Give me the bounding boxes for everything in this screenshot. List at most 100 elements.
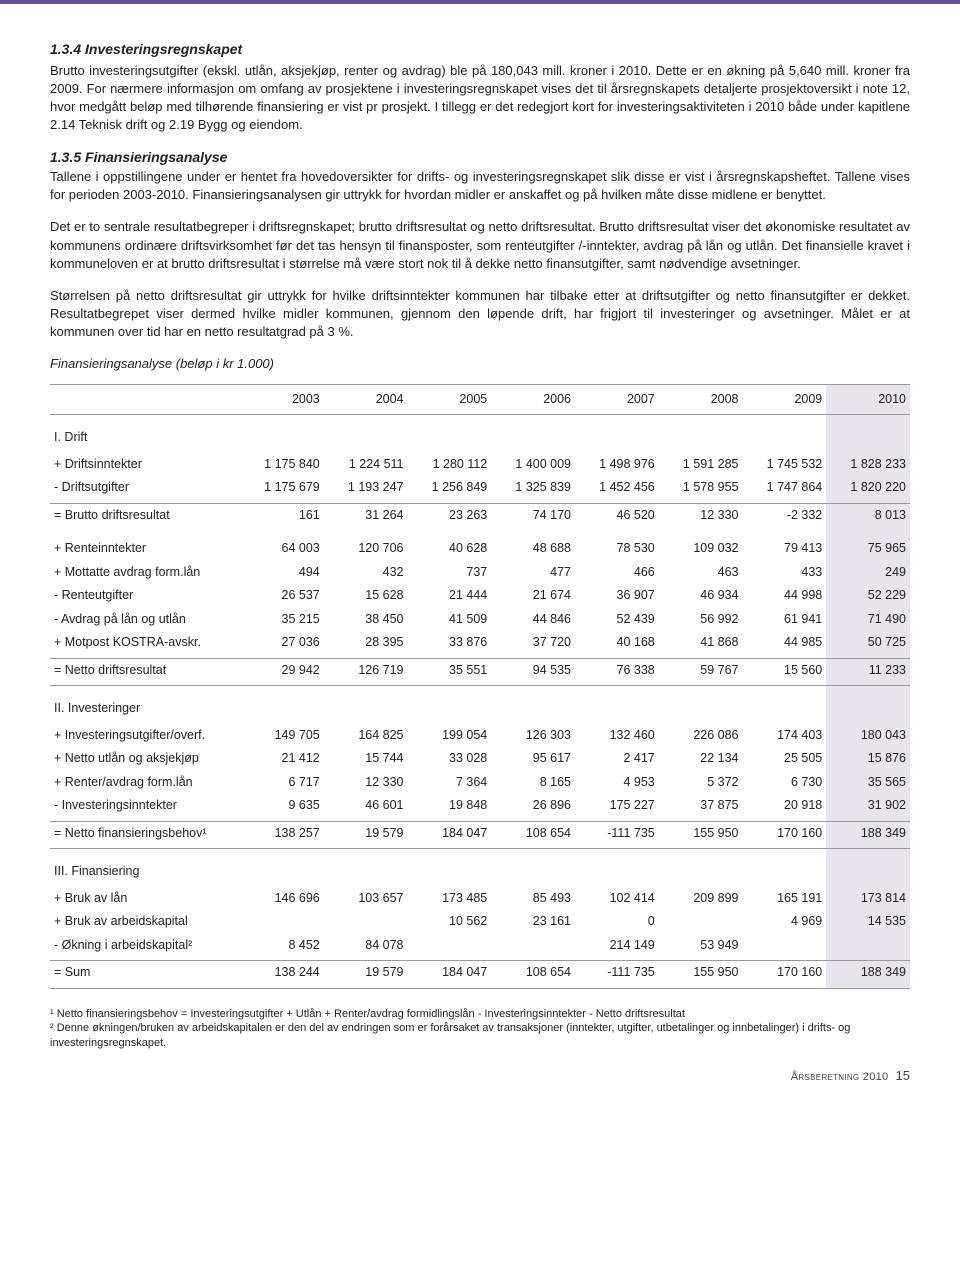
cell: 31 902 [826,794,910,821]
row-label: + Mottatte avdrag form.lån [50,561,240,585]
table-row: - Avdrag på lån og utlån35 21538 45041 5… [50,608,910,632]
cell: 226 086 [659,724,743,748]
cell: 174 403 [743,724,827,748]
cell: 76 338 [575,658,659,686]
cell: 188 349 [826,961,910,989]
section-row: II. Investeringer [50,686,910,724]
cell: 37 720 [491,631,575,658]
table-row: + Bruk av lån146 696103 657173 48585 493… [50,887,910,911]
year-col: 2007 [575,384,659,415]
cell: 173 485 [408,887,492,911]
cell: 149 705 [240,724,324,748]
cell: 71 490 [826,608,910,632]
year-col: 2005 [408,384,492,415]
cell: 94 535 [491,658,575,686]
table-row: + Netto utlån og aksjekjøp21 41215 74433… [50,747,910,771]
cell: 23 263 [408,503,492,527]
year-col: 2010 [826,384,910,415]
cell: 8 452 [240,934,324,961]
cell: 180 043 [826,724,910,748]
row-label: + Investeringsutgifter/overf. [50,724,240,748]
cell: 463 [659,561,743,585]
year-col: 2006 [491,384,575,415]
cell: 15 744 [324,747,408,771]
cell: 6 730 [743,771,827,795]
section-row: III. Finansiering [50,849,910,887]
cell: 44 846 [491,608,575,632]
section-label: II. Investeringer [50,686,240,724]
cell: 25 505 [743,747,827,771]
cell: 6 717 [240,771,324,795]
table-row: = Netto driftsresultat29 942126 71935 55… [50,658,910,686]
cell: 170 160 [743,821,827,849]
row-label: + Netto utlån og aksjekjøp [50,747,240,771]
section-135: 1.3.5 Finansieringsanalyse Tallene i opp… [50,148,910,341]
cell: 11 233 [826,658,910,686]
row-label: - Renteutgifter [50,584,240,608]
cell: 59 767 [659,658,743,686]
year-col: 2003 [240,384,324,415]
cell: 120 706 [324,537,408,561]
cell: 155 950 [659,961,743,989]
cell: 38 450 [324,608,408,632]
cell [659,910,743,934]
cell: 27 036 [240,631,324,658]
cell: 15 628 [324,584,408,608]
table-row: + Renter/avdrag form.lån6 71712 3307 364… [50,771,910,795]
footer-page: 15 [896,1068,910,1083]
cell: 61 941 [743,608,827,632]
table-row: - Renteutgifter26 53715 62821 44421 6743… [50,584,910,608]
cell: 1 452 456 [575,476,659,503]
cell: 35 551 [408,658,492,686]
footnote-2: ² Denne økningen/bruken av arbeidskapita… [50,1021,910,1051]
cell: 8 013 [826,503,910,527]
cell: 26 896 [491,794,575,821]
year-col: 2009 [743,384,827,415]
table-row: = Sum138 24419 579184 047108 654-111 735… [50,961,910,989]
cell: 5 372 [659,771,743,795]
cell: 12 330 [324,771,408,795]
cell: 35 215 [240,608,324,632]
cell: 35 565 [826,771,910,795]
section-row: I. Drift [50,415,910,453]
cell: 19 579 [324,821,408,849]
table-row: - Driftsutgifter1 175 6791 193 2471 256 … [50,476,910,503]
cell: 1 280 112 [408,453,492,477]
cell: 108 654 [491,961,575,989]
cell: 26 537 [240,584,324,608]
cell: 56 992 [659,608,743,632]
cell: 79 413 [743,537,827,561]
cell: 31 264 [324,503,408,527]
cell [491,934,575,961]
row-label: = Sum [50,961,240,989]
cell: 126 303 [491,724,575,748]
cell: 46 601 [324,794,408,821]
cell: 28 395 [324,631,408,658]
table-row: = Netto finansieringsbehov¹138 25719 579… [50,821,910,849]
cell: 103 657 [324,887,408,911]
row-label: + Renteinntekter [50,537,240,561]
cell: 15 560 [743,658,827,686]
cell: 44 985 [743,631,827,658]
row-label: = Netto finansieringsbehov¹ [50,821,240,849]
cell: 33 028 [408,747,492,771]
heading-135: 1.3.5 Finansieringsanalyse [50,148,910,168]
section-label: III. Finansiering [50,849,240,887]
row-label: + Bruk av lån [50,887,240,911]
cell: 14 535 [826,910,910,934]
para-135-1: Tallene i oppstillingene under er hentet… [50,168,910,204]
cell: 40 168 [575,631,659,658]
cell: 737 [408,561,492,585]
cell: 22 134 [659,747,743,771]
cell: 20 918 [743,794,827,821]
cell: 1 747 864 [743,476,827,503]
row-label: + Bruk av arbeidskapital [50,910,240,934]
cell: 184 047 [408,961,492,989]
cell: 161 [240,503,324,527]
cell: 199 054 [408,724,492,748]
cell: 1 578 955 [659,476,743,503]
cell: 85 493 [491,887,575,911]
para-135-2: Det er to sentrale resultatbegreper i dr… [50,218,910,273]
section-label: I. Drift [50,415,240,453]
cell: 10 562 [408,910,492,934]
